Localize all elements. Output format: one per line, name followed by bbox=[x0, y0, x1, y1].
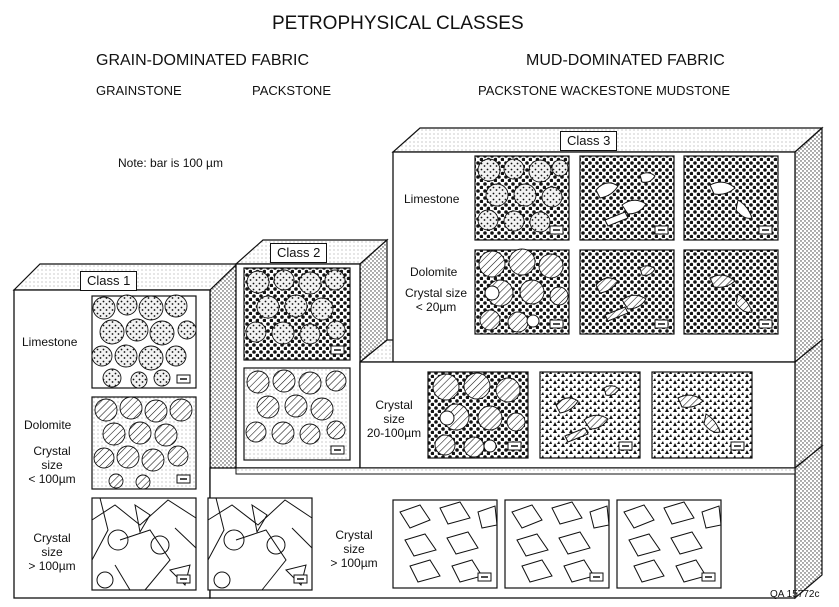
packstone-grain-label: PACKSTONE bbox=[252, 83, 331, 98]
size-line: size bbox=[41, 458, 63, 472]
class3-dolomite-label: Dolomite bbox=[410, 265, 458, 279]
size-line: size bbox=[343, 542, 365, 556]
scale-note: Note: bar is 100 µm bbox=[118, 156, 223, 170]
panel-class1-dolomite bbox=[91, 396, 197, 490]
panel-class3-limestone-packstone bbox=[474, 155, 570, 241]
range-line: > 100µm bbox=[330, 556, 378, 570]
panel-mid-packstone bbox=[427, 371, 529, 459]
class3-limestone-label: Limestone bbox=[404, 192, 460, 206]
figure-id: QA 15772c bbox=[770, 589, 820, 600]
crystal-line: Crystal bbox=[33, 531, 71, 545]
bottom-crystal-gt100: Crystal size > 100µm bbox=[322, 528, 386, 570]
grainstone-label: GRAINSTONE bbox=[96, 83, 182, 98]
panel-bottom-coarse-2 bbox=[504, 499, 610, 589]
crystal-line: Crystal bbox=[375, 398, 413, 412]
mud-rock-types-label: PACKSTONE WACKESTONE MUDSTONE bbox=[478, 83, 731, 98]
mud-dominated-heading: MUD-DOMINATED FABRIC bbox=[526, 52, 725, 69]
page-title: PETROPHYSICAL CLASSES bbox=[272, 13, 524, 34]
range-line: < 100µm bbox=[28, 472, 76, 486]
class2-label: Class 2 bbox=[270, 243, 328, 263]
crystal-line: Crystal bbox=[335, 528, 373, 542]
panel-class3-dolomite-packstone bbox=[474, 248, 570, 335]
range-line: 20-100µm bbox=[366, 426, 422, 440]
panel-class3-dolomite-mudstone bbox=[683, 249, 779, 335]
class1-limestone-label: Limestone bbox=[22, 335, 78, 349]
class1-label: Class 1 bbox=[80, 271, 138, 291]
range-line: < 20µm bbox=[415, 300, 457, 314]
size-line: size bbox=[383, 412, 405, 426]
panel-class1-limestone bbox=[91, 294, 197, 389]
mid-crystal-20-100: Crystal size 20-100µm bbox=[362, 398, 426, 440]
panel-class3-dolomite-wackestone bbox=[579, 249, 675, 335]
panel-class2-limestone bbox=[243, 267, 351, 361]
panel-bottom-coarse-3 bbox=[616, 499, 722, 589]
class1-crystal-gt100: Crystal size > 100µm bbox=[20, 531, 84, 573]
panel-class2-crystal-coarse-grain bbox=[207, 497, 313, 591]
class1-dolomite-label: Dolomite bbox=[24, 418, 72, 432]
size-line: size bbox=[41, 545, 63, 559]
step-bands bbox=[235, 467, 796, 475]
panel-mid-wackestone bbox=[539, 371, 641, 459]
panel-bottom-coarse-1 bbox=[392, 499, 498, 589]
class3-crystal-lt20: Crystal size < 20µm bbox=[398, 286, 474, 314]
crystal-line: Crystal bbox=[33, 444, 71, 458]
panel-class3-limestone-wackestone bbox=[579, 155, 675, 241]
panel-class3-limestone-mudstone bbox=[683, 155, 779, 241]
panel-mid-mudstone bbox=[651, 371, 753, 459]
class3-label: Class 3 bbox=[560, 131, 618, 151]
panel-class1-crystal-coarse bbox=[91, 497, 197, 591]
crystal-size-line: Crystal size bbox=[404, 286, 467, 300]
grain-dominated-heading: GRAIN-DOMINATED FABRIC bbox=[96, 52, 310, 69]
class1-crystal-lt100: Crystal size < 100µm bbox=[20, 444, 84, 486]
range-line: > 100µm bbox=[28, 559, 76, 573]
panel-class2-dolomite bbox=[243, 367, 351, 461]
